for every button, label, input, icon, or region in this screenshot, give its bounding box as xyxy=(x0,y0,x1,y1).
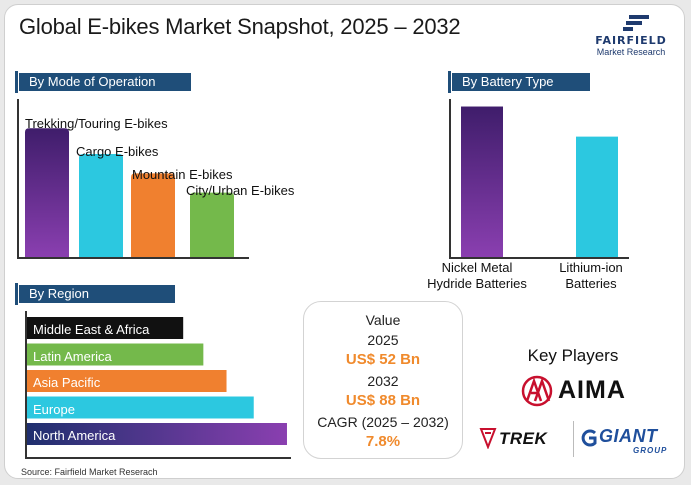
value-2025: US$ 52 Bn xyxy=(345,351,421,368)
mode-bar-chart xyxy=(25,128,234,257)
mode-section-header: By Mode of Operation xyxy=(19,73,191,91)
battery-bar-lithium xyxy=(576,136,618,257)
region-bar-europe xyxy=(27,396,254,419)
fairfield-logo-icon xyxy=(623,15,649,31)
battery-x-axis xyxy=(449,257,629,259)
region-label-apac: Asia Pacific xyxy=(33,375,101,390)
battery-label-lithium-line2: Batteries xyxy=(565,276,617,291)
infographic-card: Global E-bikes Market Snapshot, 2025 – 2… xyxy=(4,4,685,479)
value-2032: US$ 88 Bn xyxy=(345,392,421,409)
trek-logo-icon xyxy=(479,428,497,449)
value-year-2032: 2032 xyxy=(367,373,399,389)
battery-label-nimh-line1: Nickel Metal xyxy=(441,260,513,275)
battery-y-axis xyxy=(449,99,451,259)
value-year-2025: 2025 xyxy=(367,332,399,348)
brand-divider xyxy=(573,421,574,457)
mode-bar-cargo xyxy=(79,154,123,257)
brand-giant: GIANT xyxy=(599,426,658,446)
region-bar-apac xyxy=(27,370,227,392)
brand-trek: TREK xyxy=(499,429,548,448)
battery-label-nimh: Nickel Metal Hydride Batteries xyxy=(417,260,537,292)
mode-x-axis xyxy=(17,257,249,259)
region-bar-chart xyxy=(27,317,287,445)
region-bar-na xyxy=(27,423,287,445)
region-label-europe: Europe xyxy=(33,402,75,417)
region-label-na: North America xyxy=(33,428,116,443)
region-y-axis xyxy=(25,311,27,459)
mode-label-cargo: Cargo E-bikes xyxy=(76,144,159,159)
region-x-axis xyxy=(25,457,291,459)
market-value-box xyxy=(303,301,463,459)
mode-label-city: City/Urban E-bikes xyxy=(186,183,295,198)
giant-logo-icon xyxy=(581,429,597,447)
mode-y-axis xyxy=(17,99,19,259)
brand-giant-sub: GROUP xyxy=(633,446,668,455)
mode-bar-trekking xyxy=(25,128,69,257)
source-note: Source: Fairfield Market Reserach xyxy=(21,467,158,477)
battery-bar-chart xyxy=(461,106,618,258)
battery-section-accent xyxy=(448,71,451,93)
mode-label-mountain: Mountain E-bikes xyxy=(132,167,233,182)
region-bar-mea xyxy=(27,317,184,339)
logo-subtitle: Market Research xyxy=(596,47,666,57)
mode-bar-mountain xyxy=(131,173,175,257)
key-players-heading: Key Players xyxy=(527,346,619,365)
region-section-header: By Region xyxy=(19,285,175,303)
battery-label-lithium: Lithium-ion Batteries xyxy=(541,260,641,292)
battery-label-nimh-line2: Hydride Batteries xyxy=(427,276,527,291)
mode-label-trekking: Trekking/Touring E-bikes xyxy=(25,116,168,131)
region-label-latam: Latin America xyxy=(33,349,112,364)
logo-name: FAIRFIELD xyxy=(595,34,667,47)
region-bar-latam xyxy=(27,343,204,366)
mode-bar-city xyxy=(190,192,234,257)
cagr-label: CAGR (2025 – 2032) xyxy=(317,414,449,430)
region-label-mea: Middle East & Africa xyxy=(33,322,150,337)
brand-aima: AIMA xyxy=(558,376,626,404)
page-title: Global E-bikes Market Snapshot, 2025 – 2… xyxy=(19,14,461,39)
battery-bar-nimh xyxy=(461,106,503,258)
battery-label-lithium-line1: Lithium-ion xyxy=(559,260,623,275)
mode-section-accent xyxy=(15,71,18,93)
battery-section-header: By Battery Type xyxy=(452,73,590,91)
value-label: Value xyxy=(365,312,401,328)
aima-logo-icon xyxy=(521,375,553,407)
region-section-accent xyxy=(15,283,18,305)
cagr-value: 7.8% xyxy=(365,433,401,450)
